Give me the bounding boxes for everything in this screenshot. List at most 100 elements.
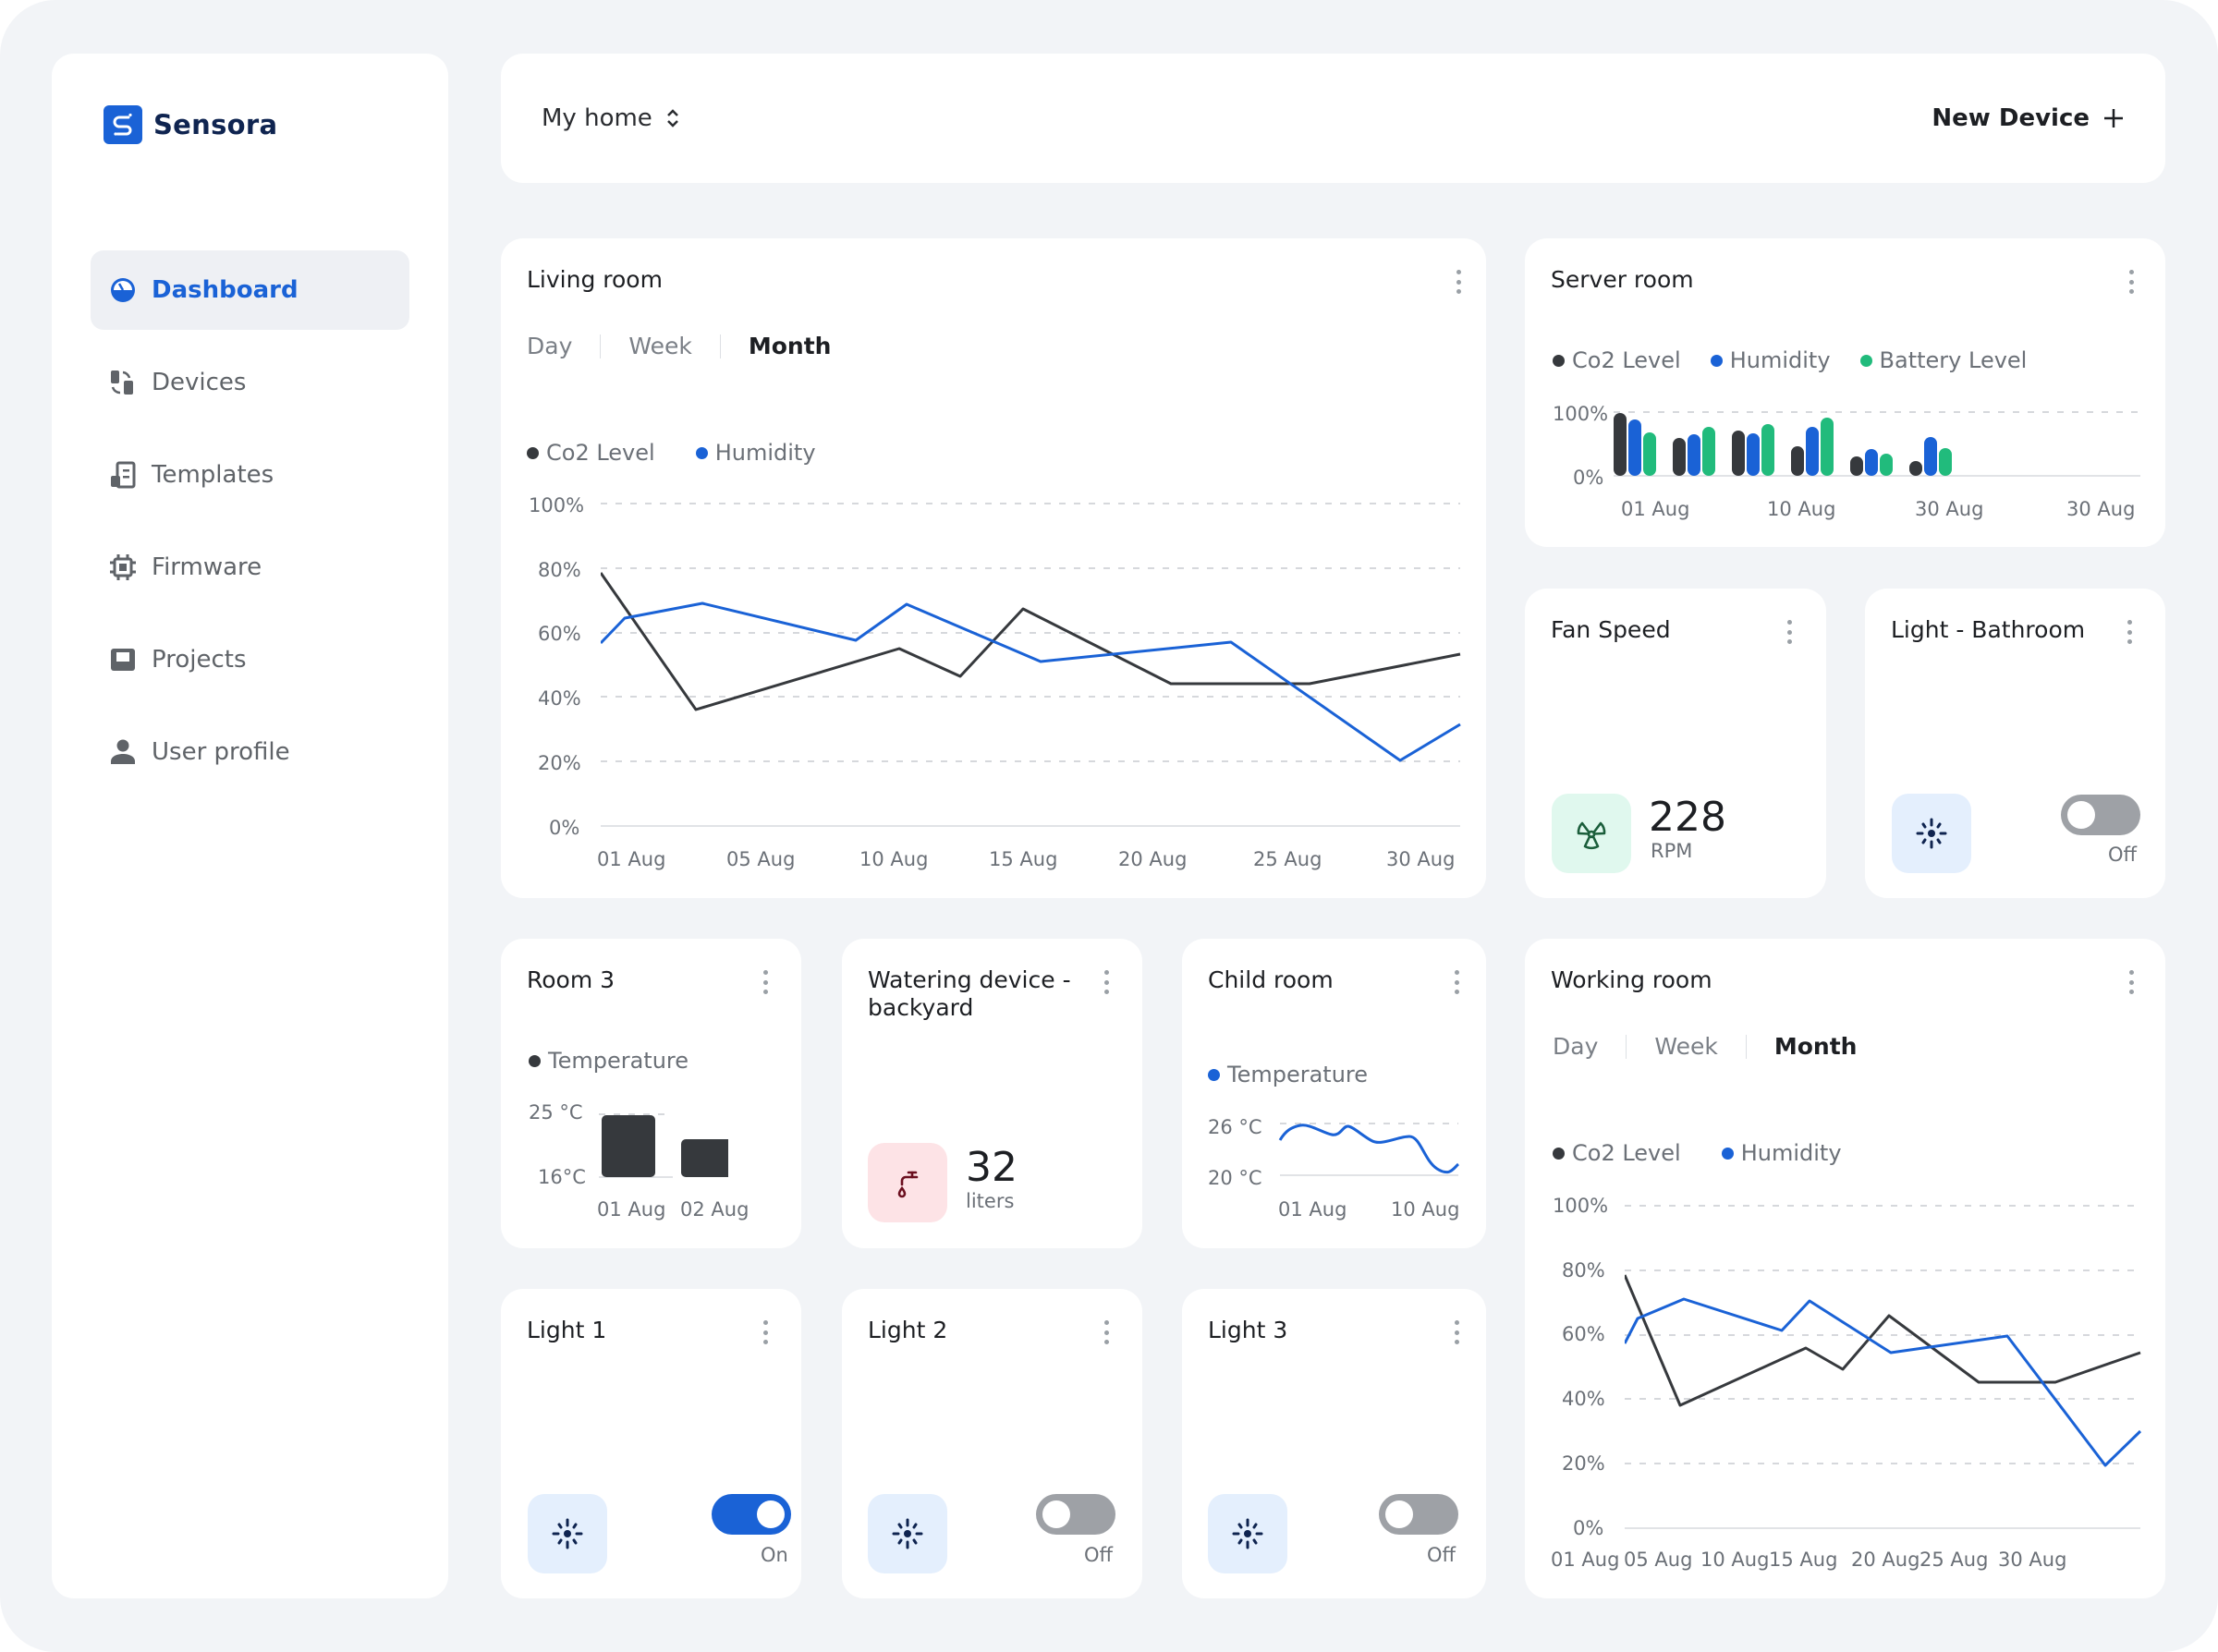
card-title: Light 3 — [1208, 1317, 1288, 1343]
tab-day[interactable]: Day — [1553, 1033, 1599, 1060]
projects-icon — [109, 646, 137, 674]
sidebar-item-firmware[interactable]: Firmware — [91, 528, 409, 607]
legend-humidity: Humidity — [1721, 1140, 1842, 1166]
more-options-icon[interactable] — [756, 1320, 774, 1344]
card-light-1: Light 1 On — [501, 1289, 801, 1598]
card-light-2: Light 2 Off — [842, 1289, 1142, 1598]
sidebar-item-label: User profile — [152, 738, 290, 766]
sidebar-item-dashboard[interactable]: Dashboard — [91, 250, 409, 330]
card-child-room: Child room Temperature 26 °C 20 °C 01 Au… — [1182, 939, 1486, 1248]
legend-humidity: Humidity — [695, 440, 816, 466]
tab-month[interactable]: Month — [1773, 1033, 1858, 1060]
plus-icon — [2102, 107, 2125, 129]
legend-dot-icon — [695, 446, 708, 459]
logo[interactable]: Sensora — [104, 105, 277, 144]
app-name: Sensora — [153, 109, 278, 140]
more-options-icon[interactable] — [2122, 970, 2140, 994]
fan-speed-value: 228 — [1649, 794, 1726, 841]
chip-icon — [109, 553, 137, 581]
line-chart — [1625, 1205, 2142, 1529]
templates-icon — [109, 461, 137, 489]
light-2-toggle[interactable] — [1036, 1494, 1115, 1535]
period-tabs: Day Week Month — [527, 333, 831, 359]
legend-co2: Co2 Level — [527, 440, 655, 466]
card-title: Living room — [527, 266, 663, 293]
more-options-icon[interactable] — [1447, 1320, 1466, 1344]
sidebar-item-devices[interactable]: Devices — [91, 343, 409, 422]
toggle-state-label: On — [761, 1544, 788, 1566]
more-options-icon[interactable] — [1097, 1320, 1115, 1344]
legend-co2: Co2 Level — [1553, 1140, 1681, 1166]
home-selector[interactable]: My home — [542, 104, 680, 132]
legend-dot-icon — [1721, 1147, 1734, 1160]
more-options-icon[interactable] — [1447, 970, 1466, 994]
sidebar-item-label: Firmware — [152, 553, 262, 581]
more-options-icon[interactable] — [756, 970, 774, 994]
chart-legend: Co2 Level Humidity Battery Level — [1553, 347, 2067, 373]
card-title: Room 3 — [527, 966, 615, 993]
light-3-toggle[interactable] — [1379, 1494, 1458, 1535]
tab-week[interactable]: Week — [1654, 1033, 1718, 1060]
card-fan-speed: Fan Speed 228 RPM — [1525, 589, 1826, 898]
sidebar-item-templates[interactable]: Templates — [91, 435, 409, 515]
card-light-bathroom: Light - Bathroom Off — [1865, 589, 2165, 898]
legend-battery: Battery Level — [1859, 347, 2027, 373]
chart-legend: Temperature — [1208, 1062, 1408, 1087]
home-selector-label: My home — [542, 104, 652, 132]
fan-icon — [1552, 794, 1631, 873]
new-device-button[interactable]: New Device — [1932, 104, 2125, 132]
bar-chart — [599, 1113, 728, 1178]
fan-speed-unit: RPM — [1651, 840, 1693, 862]
dashboard-gauge-icon — [109, 276, 137, 304]
card-title: Child room — [1208, 966, 1334, 993]
legend-dot-icon — [1859, 354, 1872, 367]
card-title: Light 1 — [527, 1317, 607, 1343]
card-title: Server room — [1551, 266, 1694, 293]
legend-dot-icon — [1208, 1068, 1220, 1081]
sidebar-item-label: Devices — [152, 369, 247, 396]
tab-divider — [1626, 1034, 1627, 1059]
tab-week[interactable]: Week — [628, 333, 692, 359]
period-tabs: Day Week Month — [1553, 1033, 1857, 1060]
top-header: My home New Device — [501, 54, 2165, 183]
light-bulb-icon — [1208, 1494, 1287, 1573]
card-light-3: Light 3 Off — [1182, 1289, 1486, 1598]
tab-divider — [719, 334, 721, 358]
legend-humidity: Humidity — [1710, 347, 1831, 373]
legend-dot-icon — [1553, 1147, 1565, 1160]
card-watering-device: Watering device - backyard 32 liters — [842, 939, 1142, 1248]
light-bulb-icon — [1892, 794, 1971, 873]
unfold-chevrons-icon — [665, 107, 680, 129]
new-device-label: New Device — [1932, 104, 2090, 132]
legend-dot-icon — [529, 1054, 541, 1067]
tab-month[interactable]: Month — [748, 333, 832, 359]
legend-dot-icon — [527, 446, 539, 459]
toggle-state-label: Off — [2108, 844, 2137, 866]
light-1-toggle[interactable] — [712, 1494, 791, 1535]
tab-day[interactable]: Day — [527, 333, 573, 359]
legend-dot-icon — [1553, 354, 1565, 367]
sidebar-nav: Dashboard Devices Templates Firmware Pro… — [91, 250, 409, 805]
legend-temperature: Temperature — [529, 1048, 689, 1074]
sidebar-item-user-profile[interactable]: User profile — [91, 712, 409, 792]
chart-legend: Co2 Level Humidity — [1553, 1140, 1883, 1166]
more-options-icon[interactable] — [1780, 620, 1798, 644]
more-options-icon[interactable] — [1097, 970, 1115, 994]
sidebar-item-projects[interactable]: Projects — [91, 620, 409, 699]
card-server-room: Server room Co2 Level Humidity Battery L… — [1525, 238, 2165, 547]
devices-icon — [109, 369, 137, 396]
water-tap-icon — [868, 1143, 947, 1222]
more-options-icon[interactable] — [2122, 270, 2140, 294]
card-working-room: Working room Day Week Month Co2 Level Hu… — [1525, 939, 2165, 1598]
sidebar: Sensora Dashboard Devices Templates Firm… — [52, 54, 448, 1598]
card-room-3: Room 3 Temperature 25 °C 16°C 01 Aug 02 … — [501, 939, 801, 1248]
light-bathroom-toggle[interactable] — [2061, 795, 2140, 835]
water-volume-value: 32 — [966, 1144, 1018, 1191]
light-bulb-icon — [868, 1494, 947, 1573]
sidebar-item-label: Templates — [152, 461, 274, 489]
chart-legend: Co2 Level Humidity — [527, 440, 857, 466]
tab-divider — [600, 334, 602, 358]
more-options-icon[interactable] — [2120, 620, 2139, 644]
more-options-icon[interactable] — [1449, 270, 1468, 294]
card-title: Light - Bathroom — [1891, 616, 2086, 643]
